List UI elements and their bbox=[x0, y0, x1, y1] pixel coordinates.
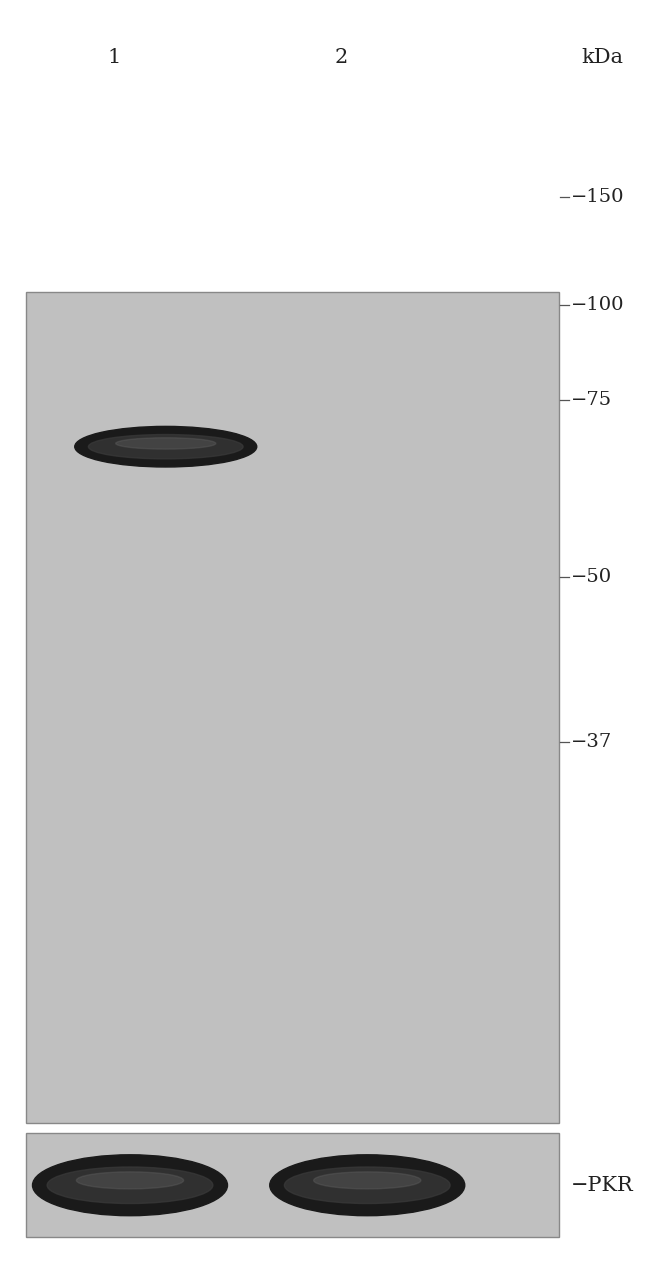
FancyBboxPatch shape bbox=[26, 1133, 559, 1237]
Ellipse shape bbox=[116, 438, 216, 449]
Text: kDa: kDa bbox=[582, 48, 624, 66]
Text: −150: −150 bbox=[571, 188, 624, 206]
Ellipse shape bbox=[32, 1155, 228, 1216]
Text: −50: −50 bbox=[571, 569, 612, 586]
Text: −PKR: −PKR bbox=[571, 1176, 634, 1194]
Ellipse shape bbox=[75, 426, 257, 467]
Ellipse shape bbox=[77, 1171, 183, 1189]
Text: −37: −37 bbox=[571, 733, 612, 751]
Text: −75: −75 bbox=[571, 391, 612, 409]
Ellipse shape bbox=[313, 1171, 421, 1189]
Ellipse shape bbox=[270, 1155, 465, 1216]
FancyBboxPatch shape bbox=[26, 292, 559, 1123]
Ellipse shape bbox=[284, 1167, 450, 1203]
Text: −100: −100 bbox=[571, 296, 624, 313]
Text: 1: 1 bbox=[107, 48, 120, 66]
Ellipse shape bbox=[88, 434, 243, 459]
Text: 2: 2 bbox=[335, 48, 348, 66]
Ellipse shape bbox=[47, 1167, 213, 1203]
